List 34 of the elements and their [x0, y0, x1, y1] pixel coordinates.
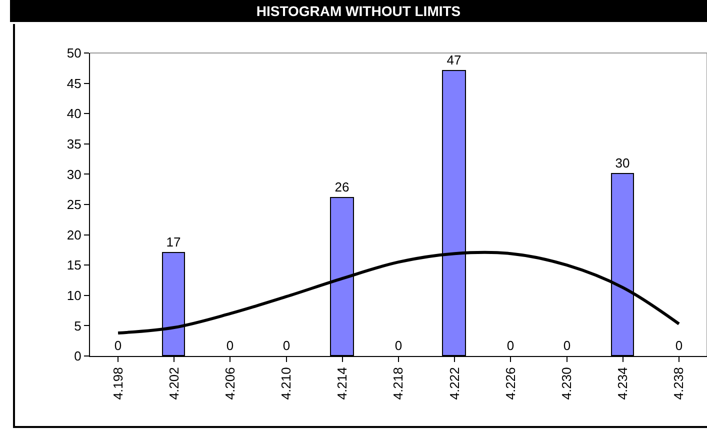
- y-tick-label: 40: [66, 106, 82, 122]
- data-label: 0: [282, 338, 290, 353]
- y-tick-label: 20: [66, 227, 82, 242]
- y-tick-label: 5: [74, 318, 82, 334]
- y-tick-label: 35: [66, 136, 82, 152]
- y-tick-label: 10: [66, 288, 82, 303]
- data-label: 0: [394, 338, 402, 353]
- x-tick-label: 4.202: [166, 367, 182, 400]
- x-tick-label: 4.226: [502, 367, 518, 400]
- y-tick-label: 25: [66, 197, 82, 212]
- x-tick-label: 4.198: [110, 367, 126, 400]
- data-label: 17: [166, 234, 181, 250]
- x-tick-label: 4.210: [278, 367, 294, 400]
- chart-title: HISTOGRAM WITHOUT LIMITS: [10, 0, 707, 22]
- x-tick-label: 4.206: [222, 367, 238, 400]
- x-tick-label: 4.230: [558, 367, 574, 400]
- y-tick-label: 50: [66, 46, 82, 61]
- x-tick-label: 4.222: [446, 367, 462, 400]
- data-label: 0: [114, 338, 122, 353]
- data-label: 30: [615, 156, 630, 170]
- data-label: 0: [563, 338, 571, 353]
- y-tick-label: 15: [66, 258, 82, 273]
- x-tick-label: 4.214: [334, 367, 350, 400]
- y-tick-label: 0: [74, 348, 82, 364]
- x-tick-label: 4.234: [615, 367, 630, 400]
- data-label: 0: [226, 338, 234, 353]
- x-tick-label: 4.218: [390, 367, 406, 400]
- y-tick-label: 45: [66, 76, 82, 91]
- y-tick-label: 30: [66, 166, 82, 182]
- data-label: 47: [446, 52, 462, 68]
- data-label: 0: [506, 338, 514, 353]
- x-tick-label: 4.238: [671, 367, 686, 400]
- data-label: 26: [334, 180, 350, 194]
- data-label: 0: [675, 338, 683, 353]
